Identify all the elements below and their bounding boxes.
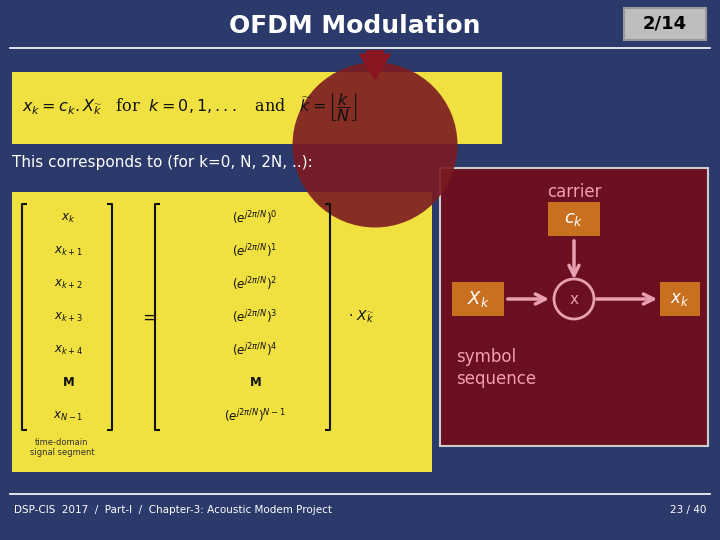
Text: $=$: $=$ [139,308,157,326]
Text: time-domain
signal segment: time-domain signal segment [30,438,94,457]
Bar [12,72,502,144]
Text: 2/14: 2/14 [643,15,687,33]
Bar [624,8,706,40]
Text: carrier: carrier [546,183,601,201]
Text: 23 / 40: 23 / 40 [670,505,706,515]
Text: $x_{k+1}$: $x_{k+1}$ [54,245,82,258]
Text: $x_k$: $x_k$ [61,212,75,225]
Text: $(e^{j2\pi/N})^4$: $(e^{j2\pi/N})^4$ [232,342,278,359]
Text: $x_k = c_k . X_{\widetilde{k}}$   for  $k = 0, 1,...$   and   $\widetilde{k} = \: $x_k = c_k . X_{\widetilde{k}}$ for $k =… [22,91,358,125]
Text: $c_k$: $c_k$ [564,210,584,228]
Text: $x_{k+3}$: $x_{k+3}$ [54,310,82,323]
Bar [452,282,504,316]
Text: $x_{k+2}$: $x_{k+2}$ [54,278,82,291]
Text: x: x [570,292,578,307]
Text: $(e^{j2\pi/N})^3$: $(e^{j2\pi/N})^3$ [233,308,278,326]
Text: $(e^{j2\pi/N})^0$: $(e^{j2\pi/N})^0$ [233,210,278,226]
Text: $(e^{j2\pi/N})^{N-1}$: $(e^{j2\pi/N})^{N-1}$ [224,408,286,424]
Text: $x_{k+4}$: $x_{k+4}$ [53,343,83,356]
Text: DSP-CIS  2017  /  Part-I  /  Chapter-3: Acoustic Modem Project: DSP-CIS 2017 / Part-I / Chapter-3: Acous… [14,505,332,515]
Text: $\mathbf{M}$: $\mathbf{M}$ [248,376,261,389]
Ellipse shape [292,63,457,227]
Bar [548,202,600,236]
Bar [12,192,432,472]
Text: This corresponds to (for k=0, N, 2N, ..):: This corresponds to (for k=0, N, 2N, ..)… [12,154,312,170]
Bar [660,282,700,316]
FancyArrowPatch shape [360,51,390,79]
Text: $(e^{j2\pi/N})^1$: $(e^{j2\pi/N})^1$ [233,242,278,259]
Text: $(e^{j2\pi/N})^2$: $(e^{j2\pi/N})^2$ [233,275,278,293]
Text: $\mathbf{M}$: $\mathbf{M}$ [62,376,74,389]
Bar [440,168,708,446]
Text: OFDM Modulation: OFDM Modulation [229,14,481,38]
Text: $\cdot\ X_{\widetilde{k}}$: $\cdot\ X_{\widetilde{k}}$ [348,309,374,325]
Text: $X_k$: $X_k$ [467,289,490,309]
Text: $x_k$: $x_k$ [670,291,690,307]
Text: symbol
sequence: symbol sequence [456,348,536,388]
Text: $x_{N-1}$: $x_{N-1}$ [53,409,83,422]
